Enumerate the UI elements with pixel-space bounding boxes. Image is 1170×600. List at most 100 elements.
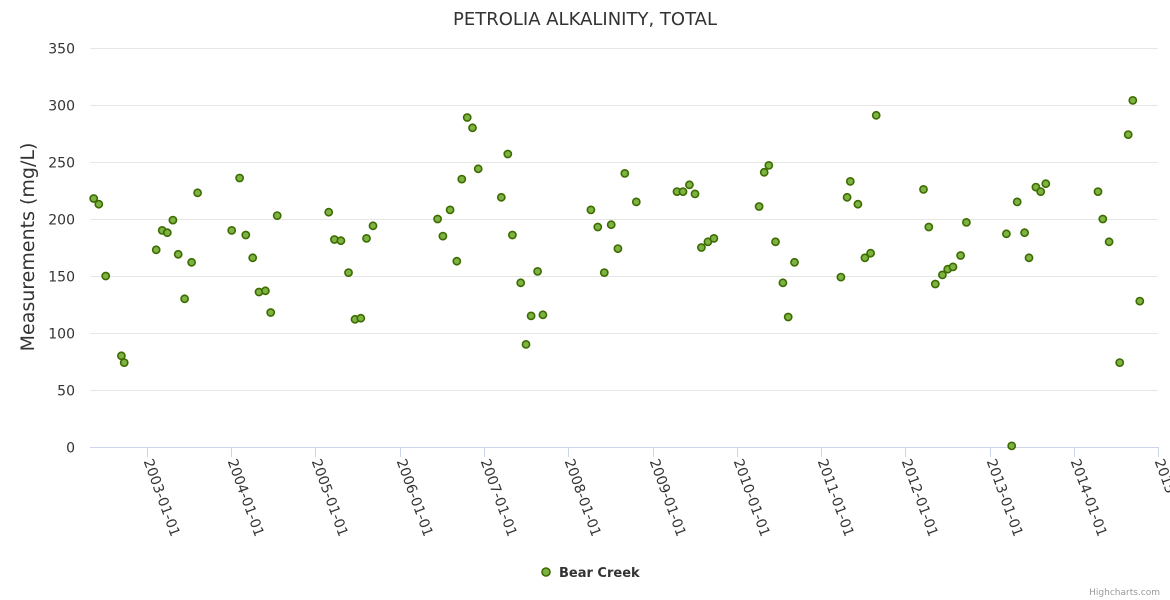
data-point[interactable] (919, 184, 928, 194)
data-point[interactable] (948, 262, 958, 272)
data-point[interactable] (606, 220, 616, 230)
data-point[interactable] (445, 205, 455, 215)
data-point[interactable] (853, 199, 863, 209)
data-point[interactable] (457, 174, 467, 184)
data-point[interactable] (599, 268, 609, 277)
data-point[interactable] (1135, 296, 1145, 306)
data-point[interactable] (324, 207, 334, 217)
data-point[interactable] (151, 245, 161, 255)
data-point[interactable] (586, 205, 596, 215)
data-point[interactable] (452, 256, 462, 266)
data-point[interactable] (266, 308, 276, 317)
y-axis-label: Measurements (mg/L) (17, 143, 39, 352)
data-point[interactable] (930, 279, 940, 289)
data-point[interactable] (593, 222, 603, 232)
data-point[interactable] (468, 123, 477, 133)
data-point[interactable] (173, 249, 183, 259)
y-tick-label: 50 (57, 384, 75, 400)
data-point[interactable] (162, 228, 172, 238)
data-point[interactable] (368, 221, 378, 231)
data-point[interactable] (1098, 214, 1108, 224)
data-point[interactable] (101, 271, 111, 281)
data-point[interactable] (227, 225, 237, 235)
data-point[interactable] (956, 251, 965, 260)
data-point[interactable] (260, 286, 270, 296)
data-point[interactable] (119, 358, 129, 367)
data-point[interactable] (89, 194, 99, 203)
data-point[interactable] (272, 211, 282, 220)
data-point[interactable] (620, 168, 630, 178)
data-point[interactable] (1036, 187, 1046, 196)
data-point[interactable] (248, 253, 258, 263)
legend-item-bear-creek[interactable]: Bear Creek (559, 566, 640, 581)
data-point[interactable] (754, 202, 764, 211)
data-point[interactable] (503, 149, 513, 159)
data-point[interactable] (356, 313, 366, 323)
data-point[interactable] (764, 160, 774, 170)
data-point[interactable] (697, 243, 706, 252)
data-point[interactable] (438, 231, 448, 241)
data-point[interactable] (344, 268, 353, 277)
data-point[interactable] (845, 176, 855, 186)
data-point[interactable] (709, 233, 719, 243)
data-point[interactable] (1041, 179, 1051, 189)
data-point[interactable] (1002, 229, 1011, 239)
data-point[interactable] (1007, 441, 1017, 451)
data-point[interactable] (860, 253, 870, 263)
legend[interactable]: Bear Creek (541, 566, 640, 581)
data-point[interactable] (1024, 253, 1034, 263)
data-point[interactable] (1123, 130, 1133, 139)
data-point[interactable] (924, 222, 934, 232)
x-tick-label: 2005-01-01 (308, 457, 351, 539)
data-point[interactable] (1115, 358, 1125, 367)
data-point[interactable] (462, 113, 472, 122)
data-point[interactable] (336, 236, 346, 246)
data-point[interactable] (193, 188, 202, 198)
data-point[interactable] (836, 272, 846, 282)
data-point[interactable] (938, 270, 947, 280)
series-bear-creek[interactable] (89, 96, 1145, 451)
data-point[interactable] (433, 214, 442, 224)
data-point[interactable] (521, 339, 531, 349)
data-point[interactable] (533, 266, 542, 276)
x-tick-label: 2012-01-01 (898, 457, 941, 539)
data-point[interactable] (685, 180, 694, 190)
data-point[interactable] (1012, 197, 1022, 207)
y-tick-label: 300 (48, 99, 75, 115)
data-point[interactable] (508, 230, 517, 240)
data-point[interactable] (168, 215, 178, 225)
data-point[interactable] (496, 192, 506, 202)
data-point[interactable] (235, 173, 244, 183)
data-point[interactable] (678, 187, 688, 196)
data-point[interactable] (362, 233, 371, 243)
data-point[interactable] (690, 189, 700, 199)
data-point[interactable] (631, 197, 641, 207)
data-point[interactable] (538, 310, 548, 320)
data-point[interactable] (516, 278, 526, 288)
data-point[interactable] (771, 237, 780, 247)
data-point[interactable] (187, 257, 196, 267)
data-point[interactable] (778, 278, 788, 288)
data-point[interactable] (1020, 228, 1029, 238)
y-axis: 0 50 100 150 200 250 300 350 (48, 42, 75, 457)
x-axis: 2003-01-01 2004-01-01 2005-01-01 2006-01-01… (90, 447, 1170, 539)
data-point[interactable] (613, 244, 623, 253)
data-point[interactable] (783, 312, 793, 322)
data-point[interactable] (790, 257, 799, 267)
data-point[interactable] (871, 110, 881, 120)
data-point[interactable] (526, 311, 536, 321)
data-point[interactable] (1093, 187, 1103, 196)
data-point[interactable] (842, 192, 852, 202)
data-point[interactable] (473, 164, 483, 174)
data-point[interactable] (1128, 96, 1138, 105)
data-point[interactable] (866, 248, 875, 258)
data-point[interactable] (962, 217, 971, 227)
y-tick-label: 200 (48, 213, 75, 229)
x-tick-label: 2015 (1151, 457, 1170, 496)
data-point[interactable] (1104, 237, 1114, 247)
data-point[interactable] (759, 167, 769, 177)
data-point[interactable] (94, 199, 104, 209)
data-point[interactable] (180, 294, 189, 304)
data-point[interactable] (241, 230, 251, 240)
credits-link[interactable]: Highcharts.com (1089, 588, 1160, 598)
